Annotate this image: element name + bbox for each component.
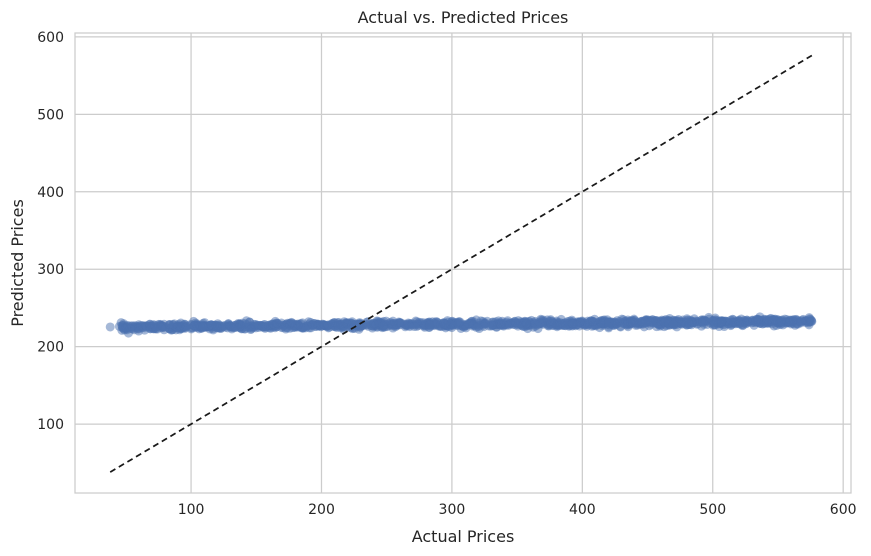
data-point (465, 318, 475, 328)
data-point (497, 318, 507, 328)
x-tick-label: 300 (439, 502, 466, 518)
data-point (668, 320, 678, 330)
data-point (388, 316, 398, 326)
x-gridlines (190, 33, 844, 493)
data-point (121, 323, 131, 333)
data-point (227, 324, 237, 334)
data-point (134, 326, 144, 336)
data-point (189, 321, 199, 331)
data-point (535, 318, 545, 328)
data-point (333, 321, 343, 331)
data-point (198, 322, 208, 332)
data-point (366, 320, 376, 330)
data-point (717, 317, 727, 327)
scatter-points (105, 312, 817, 338)
data-point (454, 317, 464, 327)
data-point (316, 320, 326, 330)
data-point (105, 322, 115, 332)
data-point (545, 316, 555, 326)
data-point (763, 315, 773, 325)
y-tick-labels: 100 200 300 400 500 600 (37, 30, 64, 433)
y-tick-label: 100 (37, 417, 64, 433)
data-point (595, 323, 605, 333)
y-tick-label: 400 (37, 185, 64, 201)
x-tick-label: 600 (830, 502, 857, 518)
data-point (471, 322, 481, 332)
data-point (588, 316, 598, 326)
data-point (683, 317, 693, 327)
x-tick-label: 200 (308, 502, 335, 518)
ideal-fit-line (109, 54, 813, 473)
data-point (631, 317, 641, 327)
y-tick-label: 500 (37, 107, 64, 123)
x-axis-label: Actual Prices (412, 527, 515, 546)
y-gridlines (75, 36, 851, 425)
data-point (741, 319, 751, 329)
reference-line-layer (109, 54, 813, 473)
data-point (709, 317, 719, 327)
data-point (145, 319, 155, 329)
x-tick-label: 500 (699, 502, 726, 518)
x-tick-label: 100 (178, 502, 205, 518)
data-point (806, 316, 816, 326)
data-point (510, 317, 520, 327)
plot-frame (74, 32, 852, 494)
data-point (181, 322, 191, 332)
data-point (479, 322, 489, 332)
y-tick-label: 300 (37, 262, 64, 278)
data-point (425, 320, 435, 330)
x-tick-labels: 100 200 300 400 500 600 (178, 502, 857, 518)
chart-title: Actual vs. Predicted Prices (358, 8, 569, 27)
data-point (165, 320, 175, 330)
data-point (604, 322, 614, 332)
data-point (751, 316, 761, 326)
data-point (409, 321, 419, 331)
data-point (236, 321, 246, 331)
y-tick-label: 200 (37, 340, 64, 356)
data-point (211, 321, 221, 331)
data-point (652, 322, 662, 332)
data-point (487, 320, 497, 330)
data-point (785, 318, 795, 328)
data-point (568, 318, 578, 328)
data-point (648, 315, 658, 325)
data-point (439, 319, 449, 329)
data-point (395, 318, 405, 328)
x-tick-label: 400 (569, 502, 596, 518)
data-point (699, 315, 709, 325)
data-point (296, 322, 306, 332)
y-axis-label: Predicted Prices (8, 199, 27, 327)
data-point (640, 317, 650, 327)
data-point (521, 318, 531, 328)
data-point (555, 318, 565, 328)
data-point (272, 318, 282, 328)
data-point (286, 317, 296, 327)
data-point (776, 315, 786, 325)
data-point (260, 322, 270, 332)
data-point (378, 321, 388, 331)
y-tick-label: 600 (37, 30, 64, 46)
data-point (726, 315, 736, 325)
